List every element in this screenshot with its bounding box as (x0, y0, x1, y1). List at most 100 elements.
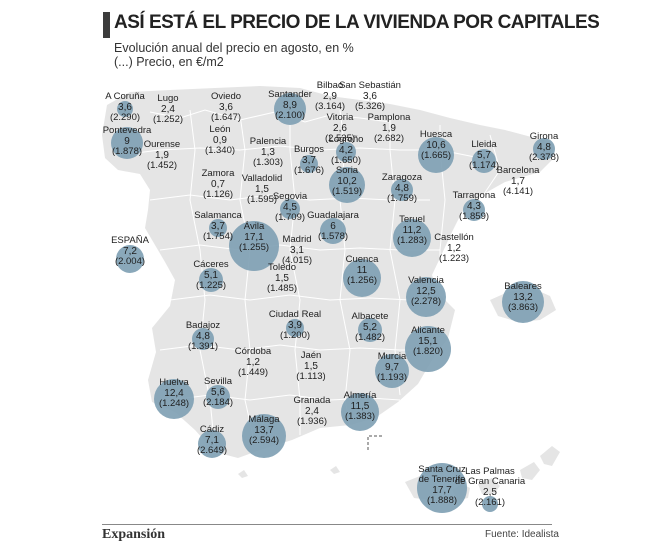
a-coruna-name: A Coruña (105, 91, 145, 102)
castellon-name: Castellón (434, 232, 474, 243)
burgos-bubble (300, 155, 318, 173)
san-sebastian-name: San Sebastián (339, 80, 401, 91)
san-sebastian-change: 3,6 (363, 91, 377, 102)
zaragoza-bubble (391, 179, 413, 201)
soria-name: Soria (336, 165, 359, 176)
huelva-bubble (154, 379, 194, 419)
lleida-price: (1.174) (469, 160, 499, 171)
baleares-name: Baleares (504, 281, 542, 292)
granada-name: Granada (294, 395, 332, 406)
ourense-name: Ourense (144, 139, 180, 150)
oviedo-price: (1.647) (211, 112, 241, 123)
cuenca-price: (1.256) (347, 275, 377, 286)
oviedo-change: 3,6 (219, 102, 233, 113)
badajoz-bubble (192, 328, 214, 350)
salamanca-change: 3,7 (211, 221, 225, 232)
palencia-name: Palencia (250, 136, 287, 147)
murcia-name: Murcia (378, 351, 407, 362)
espana-name: ESPAÑA (111, 235, 150, 246)
ciudad-real-change: 3,9 (288, 320, 302, 331)
melilla-shape (330, 466, 340, 474)
palencia-price: (1.303) (253, 157, 283, 168)
palencia-change: 1,3 (261, 147, 275, 158)
teruel-price: (1.283) (397, 235, 427, 246)
zaragoza-price: (1.759) (387, 193, 417, 204)
valencia-bubble (406, 277, 446, 317)
ceuta-shape (238, 470, 248, 478)
albacete-name: Albacete (352, 311, 389, 322)
badajoz-price: (1.391) (188, 341, 218, 352)
canary-inset-frame (367, 435, 382, 450)
badajoz-change: 4,8 (196, 331, 210, 342)
subtitle-line-2: (...) Precio, en €/m2 (114, 55, 224, 69)
soria-change: 10,2 (337, 176, 357, 187)
huesca-price: (1.665) (421, 150, 451, 161)
burgos-change: 3,7 (302, 155, 316, 166)
lleida-bubble (472, 149, 496, 173)
pamplona-change: 1,9 (382, 123, 396, 134)
salamanca-name: Salamanca (194, 210, 242, 221)
salamanca-price: (1.754) (203, 231, 233, 242)
footer-rule (102, 524, 552, 525)
bilbao-name: Bilbao (317, 80, 343, 91)
malaga-price: (2.594) (249, 435, 279, 446)
santander-name: Santander (268, 89, 312, 100)
tarragona-change: 4,3 (467, 201, 481, 212)
guadalajara-name: Guadalajara (307, 210, 359, 221)
valladolid-change: 1,5 (255, 184, 269, 195)
tarragona-bubble (463, 199, 485, 221)
huesca-bubble (418, 137, 454, 173)
huesca-change: 10,6 (426, 140, 446, 151)
madrid-name: Madrid (282, 234, 311, 245)
girona-change: 4,8 (537, 142, 551, 153)
cuenca-bubble (343, 259, 381, 297)
chart-title: ASÍ ESTÁ EL PRECIO DE LA VIVIENDA POR CA… (114, 12, 600, 33)
cordoba-change: 1,2 (246, 357, 260, 368)
oviedo-name: Oviedo (211, 91, 241, 102)
cuenca-change: 11 (357, 265, 368, 276)
segovia-change: 4,5 (283, 202, 297, 213)
toledo-name: Toledo (268, 262, 296, 273)
subtitle-line-1: Evolución anual del precio en agosto, en… (114, 41, 354, 55)
valencia-change: 12,5 (416, 286, 436, 297)
santa-cruz-de-tenerife-change: 17,7 (432, 485, 452, 496)
cuenca-name: Cuenca (346, 254, 379, 265)
salamanca-bubble (209, 219, 227, 237)
caceres-price: (1.225) (196, 280, 226, 291)
santander-bubble (274, 93, 306, 125)
title-accent-bar (103, 12, 110, 38)
huelva-change: 12,4 (164, 388, 184, 399)
soria-bubble (329, 167, 365, 203)
huelva-price: (1.248) (159, 398, 189, 409)
albacete-bubble (358, 318, 382, 342)
santander-change: 8,9 (283, 100, 297, 111)
las-palmas-de-gran-canaria-name-line-1: Las Palmas (465, 466, 515, 477)
publisher-logo: Expansión (102, 527, 166, 542)
avila-bubble (229, 221, 279, 271)
barcelona-name: Barcelona (497, 165, 540, 176)
segovia-bubble (280, 199, 300, 219)
teruel-name: Teruel (399, 214, 425, 225)
bubbles-layer (111, 93, 555, 513)
santa-cruz-de-tenerife-bubble (417, 463, 467, 513)
castellon-price: (1.223) (439, 253, 469, 264)
labels-layer: A Coruña3,6(2.290)Lugo2,4(1.252)Oviedo3,… (103, 80, 559, 508)
logrono-change: 4,2 (339, 145, 353, 156)
burgos-name: Burgos (294, 144, 324, 155)
albacete-price: (1.482) (355, 332, 385, 343)
almeria-name: Almería (344, 390, 377, 401)
jaen-name: Jaén (301, 350, 322, 361)
a-coruna-price: (2.290) (110, 112, 140, 123)
sevilla-name: Sevilla (204, 376, 233, 387)
espana-change: 7,2 (123, 246, 137, 257)
vitoria-change: 2,6 (333, 123, 347, 134)
avila-name: Ávila (244, 221, 265, 232)
santa-cruz-de-tenerife-price: (1.888) (427, 495, 457, 506)
cadiz-price: (2.649) (197, 445, 227, 456)
zaragoza-name: Zaragoza (382, 172, 423, 183)
logrono-name: Logroño (329, 134, 364, 145)
logrono-bubble (336, 142, 356, 162)
malaga-change: 13,7 (254, 425, 274, 436)
granada-price: (1.936) (297, 416, 327, 427)
